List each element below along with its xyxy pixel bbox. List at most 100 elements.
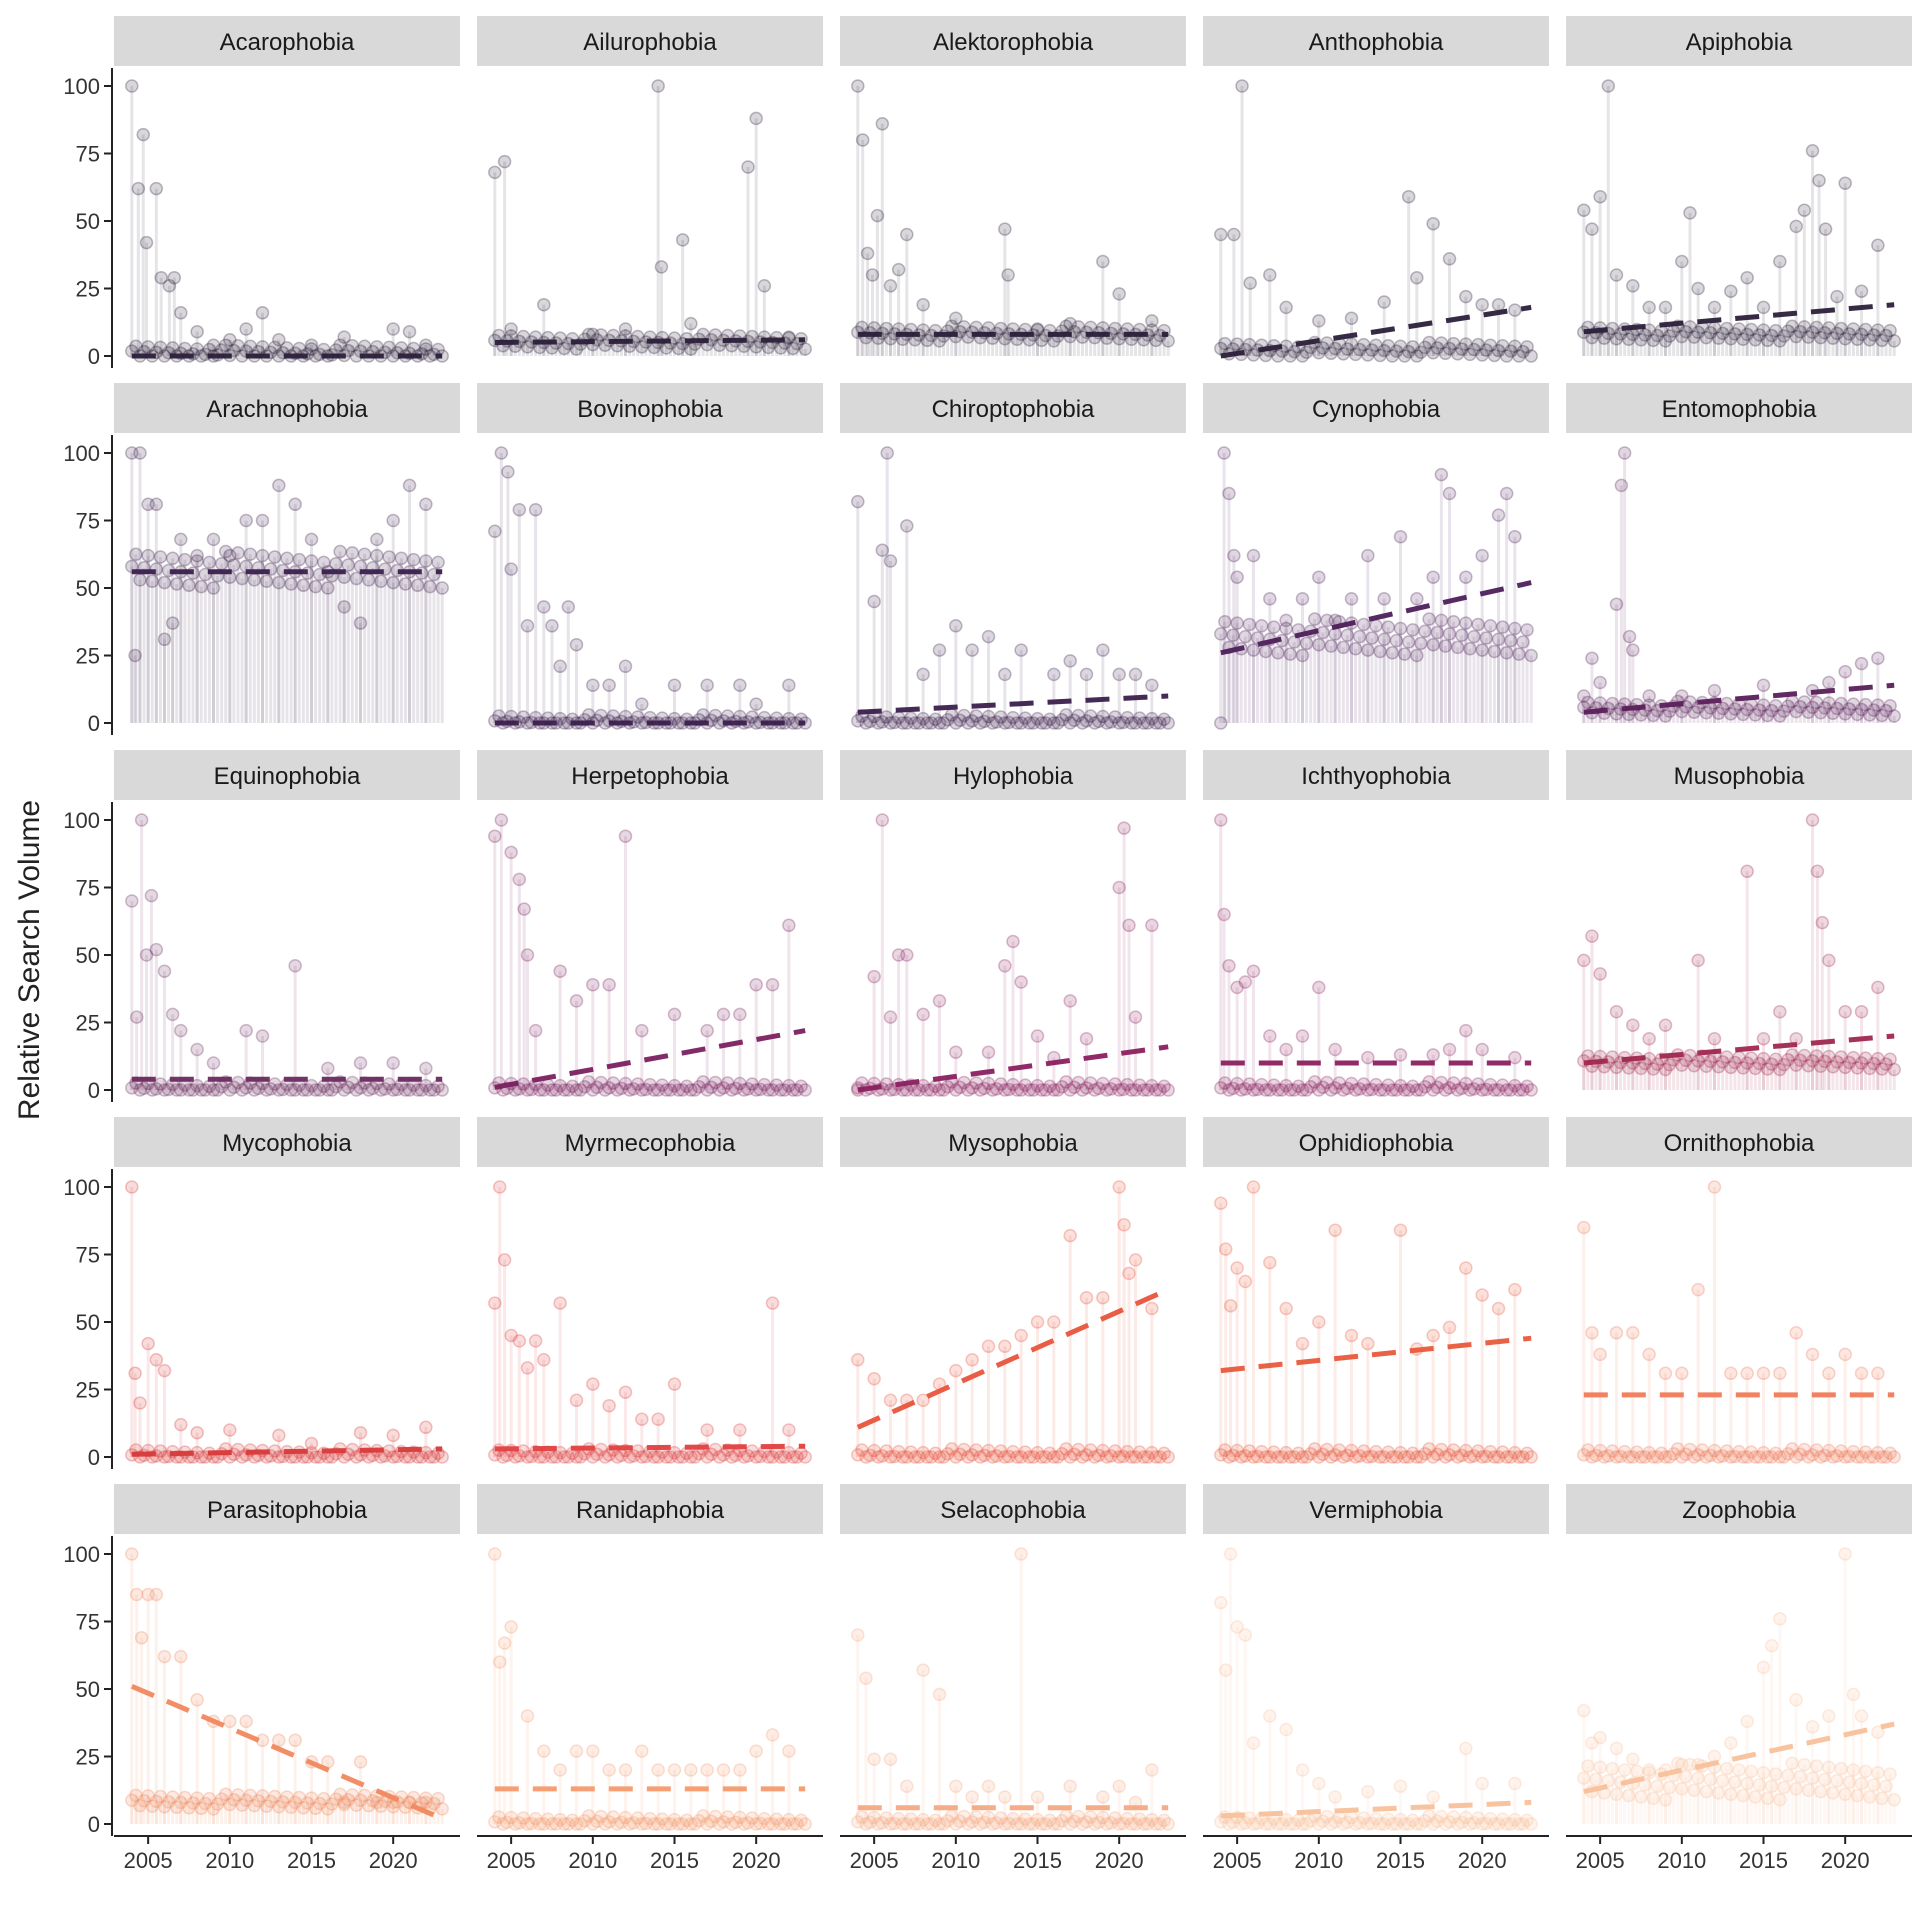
data-point (520, 619, 535, 633)
data-point (537, 1744, 551, 1758)
data-point (1467, 1082, 1481, 1096)
data-point (1577, 1220, 1591, 1235)
data-point (1030, 1315, 1045, 1329)
data-point (1764, 1639, 1779, 1653)
data-point (973, 716, 988, 730)
data-point (1369, 1077, 1383, 1092)
data-point (883, 1752, 898, 1766)
data-point (129, 1010, 144, 1024)
data-point (1401, 1083, 1416, 1097)
data-point (1018, 711, 1033, 725)
data-point (1719, 696, 1734, 711)
facet-strip (1566, 383, 1912, 433)
data-point (692, 1080, 706, 1094)
data-point (1410, 592, 1424, 606)
data-point (1609, 597, 1624, 611)
data-point (1822, 1709, 1836, 1723)
data-point (1222, 486, 1236, 501)
data-point (243, 339, 257, 354)
data-point (729, 1448, 743, 1463)
trend-line (1583, 1033, 1895, 1066)
data-point (1340, 628, 1355, 642)
data-point (1707, 1031, 1722, 1046)
data-point (700, 1423, 714, 1437)
data-point (1079, 667, 1094, 682)
data-point (415, 1083, 429, 1097)
facet-strip (1566, 16, 1912, 66)
data-point (700, 1023, 714, 1038)
data-point (1361, 348, 1375, 362)
data-point (206, 1056, 221, 1070)
data-point (1075, 1083, 1090, 1097)
data-point (1124, 1083, 1139, 1097)
data-point (594, 1442, 608, 1457)
data-point (1601, 79, 1616, 93)
data-point (386, 575, 400, 590)
data-point (741, 1082, 755, 1096)
data-point (488, 829, 502, 843)
facet-strip (114, 16, 460, 66)
data-point (1348, 1083, 1363, 1097)
data-point (765, 1450, 780, 1464)
data-point (700, 1763, 714, 1777)
data-point (1279, 621, 1293, 636)
data-point (602, 1763, 616, 1777)
data-point (1491, 297, 1506, 312)
data-point (174, 1023, 188, 1038)
data-point (989, 1449, 1004, 1463)
data-point (1809, 320, 1824, 335)
data-point (1067, 713, 1082, 728)
data-point (993, 1077, 1008, 1091)
data-point (1410, 349, 1424, 363)
data-point (912, 1083, 926, 1097)
trend-line (1220, 580, 1532, 656)
data-point (398, 1083, 413, 1097)
data-point (782, 330, 796, 344)
data-point (1051, 1083, 1065, 1097)
data-point (940, 1447, 955, 1461)
data-point (891, 948, 906, 962)
data-point (778, 1083, 792, 1097)
data-point (586, 1083, 600, 1097)
data-point (1495, 1078, 1510, 1092)
data-point (798, 1450, 812, 1464)
data-point (206, 581, 221, 595)
data-point (1426, 1083, 1440, 1097)
data-point (1316, 1080, 1330, 1095)
data-point (1145, 918, 1159, 933)
data-point (1238, 629, 1253, 644)
data-point (280, 551, 294, 566)
data-point (1658, 1062, 1673, 1077)
data-point (321, 1083, 335, 1097)
data-point (545, 1450, 559, 1464)
data-point (1267, 1078, 1281, 1092)
facet-mycophobia: Mycophobia 0 25 50 75 100 (63, 1117, 460, 1470)
data-point (1683, 206, 1697, 220)
data-point (1850, 1061, 1865, 1075)
data-point (749, 977, 763, 992)
data-point (1418, 1080, 1432, 1094)
trend-line (1220, 304, 1532, 359)
data-point (1732, 322, 1746, 336)
data-point (1479, 343, 1494, 357)
data-point (953, 1080, 967, 1095)
data-point (965, 1081, 979, 1095)
data-point (1764, 1057, 1779, 1071)
facet-strip (1203, 750, 1549, 800)
data-point (1728, 327, 1742, 341)
data-point (749, 697, 763, 711)
data-point (1295, 1336, 1310, 1351)
data-point (223, 1083, 237, 1097)
data-point (1014, 716, 1028, 730)
x-tick-label: 2020 (369, 1848, 418, 1873)
data-point (1736, 707, 1750, 722)
data-point (887, 1449, 902, 1464)
data-point (1145, 1763, 1159, 1777)
data-point (651, 1450, 665, 1464)
data-point (353, 1755, 368, 1769)
data-point (1691, 325, 1705, 339)
data-point (1634, 1061, 1648, 1076)
data-point (1642, 1031, 1656, 1046)
data-point (998, 1339, 1012, 1354)
facet-musophobia: Musophobia (1566, 750, 1912, 1090)
